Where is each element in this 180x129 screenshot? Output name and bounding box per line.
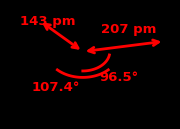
Text: 107.4°: 107.4°	[32, 81, 80, 94]
Text: 96.5°: 96.5°	[99, 71, 138, 84]
Text: 207 pm: 207 pm	[102, 23, 157, 36]
Text: 143 pm: 143 pm	[20, 15, 75, 28]
